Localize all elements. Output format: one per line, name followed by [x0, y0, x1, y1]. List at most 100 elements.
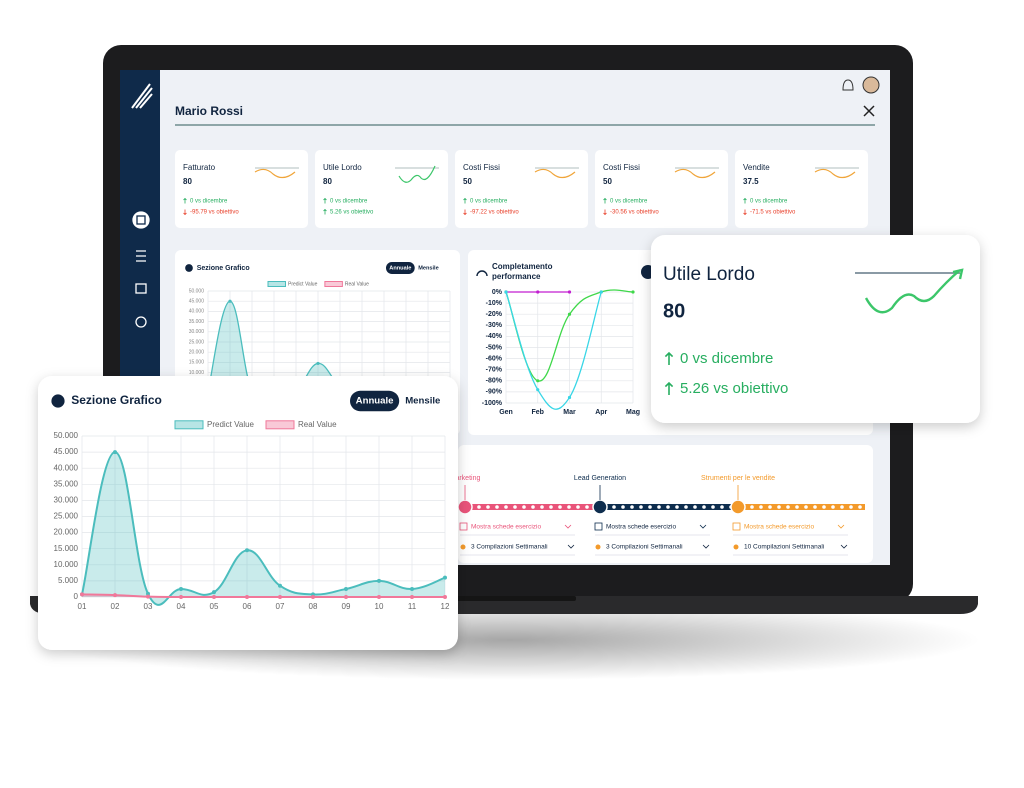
data-point	[443, 575, 447, 580]
sparkline	[674, 168, 716, 179]
timeline-dot	[822, 505, 826, 509]
chevron[interactable]	[702, 544, 710, 549]
edit-icon[interactable]	[459, 522, 468, 531]
data-point	[113, 450, 117, 455]
count-label[interactable]: 3 Compilazioni Settimanali	[471, 544, 548, 551]
chart-title: performance	[492, 272, 541, 281]
data-point	[245, 548, 249, 553]
kpi-delta: 0 vs dicembre	[750, 199, 788, 205]
data-point	[567, 290, 572, 294]
select-label[interactable]: Mostra schede esercizio	[471, 524, 541, 531]
timeline-dot	[540, 505, 544, 509]
timeline-dot	[621, 505, 625, 509]
count-label[interactable]: 3 Compilazioni Settimanali	[606, 544, 683, 551]
arrow-up	[603, 197, 607, 204]
timeline-dot	[750, 505, 754, 509]
kpi-title: Costi Fissi	[463, 163, 500, 172]
arrow-up	[323, 208, 327, 215]
edit-icon[interactable]	[732, 522, 741, 531]
kpi-delta: -97.22 vs obiettivo	[470, 210, 519, 216]
legend-label: Real Value	[345, 281, 369, 287]
y-tick-label: -50%	[486, 344, 503, 351]
select-label[interactable]: Mostra schede esercizio	[606, 524, 676, 531]
toggle-active[interactable]	[350, 390, 400, 412]
avatar[interactable]	[862, 76, 880, 94]
arrow-up	[323, 197, 327, 204]
y-tick-label: -60%	[486, 355, 503, 362]
x-tick-label: 03	[144, 602, 153, 611]
timeline-dot	[558, 505, 562, 509]
kpi-title: Costi Fissi	[603, 163, 640, 172]
toggle-active[interactable]	[386, 262, 415, 274]
arrow-up	[463, 197, 467, 204]
timeline-dot	[666, 505, 670, 509]
toggle-label[interactable]: Annuale	[356, 396, 394, 407]
y-tick-label: 50.000	[189, 288, 205, 294]
kpi-value: 80	[183, 177, 192, 186]
title-icon	[51, 394, 65, 408]
y-tick-label: -100%	[482, 400, 503, 407]
chevron[interactable]	[840, 544, 848, 549]
chevron[interactable]	[567, 544, 575, 549]
timeline-dot	[513, 505, 517, 509]
data-point	[536, 379, 540, 383]
series-line	[505, 291, 602, 410]
timeline-dot	[612, 505, 616, 509]
y-tick-label: -70%	[486, 367, 503, 374]
big-chart: Sezione Grafico Annuale Mensile 0 5.000 10.00…	[51, 390, 450, 611]
timeline-dot	[759, 505, 763, 509]
y-tick-label: 50.000	[54, 431, 79, 440]
y-tick-label: 10.000	[189, 370, 205, 376]
timeline-dot	[675, 505, 679, 509]
kpi-value: 50	[603, 177, 612, 186]
x-tick-label: 11	[408, 602, 417, 611]
sparkline	[254, 168, 296, 179]
timeline-dot	[849, 505, 853, 509]
x-tick-label: 05	[210, 602, 219, 611]
bullet	[595, 544, 601, 550]
y-tick-label: 0	[74, 592, 79, 601]
bullet	[733, 544, 739, 550]
kpi-card	[595, 150, 728, 228]
x-tick-label: Mag	[626, 409, 640, 416]
kpi-row: Fatturato 80 0 vs dicembre -95.79 vs obiett…	[175, 150, 868, 228]
toggle-label[interactable]: Mensile	[418, 265, 439, 271]
timeline-node	[592, 499, 608, 515]
data-point	[567, 312, 572, 316]
arrow-down	[743, 209, 747, 216]
close-icon[interactable]	[863, 105, 875, 117]
select-label[interactable]: Mostra schede esercizio	[744, 524, 814, 531]
x-tick-label: 06	[243, 602, 252, 611]
bell-icon[interactable]	[842, 79, 854, 91]
count-label[interactable]: 10 Compilazioni Settimanali	[744, 544, 824, 551]
timeline-dot	[648, 505, 652, 509]
y-tick-label: -80%	[486, 378, 503, 385]
highlight: Utile Lordo 80 0 vs dicembre 5.26 vs obiett…	[663, 264, 964, 397]
edit-icon[interactable]	[594, 522, 603, 531]
series-line	[81, 593, 445, 599]
x-tick-label: Feb	[532, 409, 544, 416]
y-tick-label: 20.000	[189, 350, 205, 356]
chevron[interactable]	[837, 524, 845, 529]
kpi-delta: 0 vs dicembre	[190, 199, 228, 205]
data-point	[599, 290, 603, 294]
kpi-value: 50	[463, 177, 472, 186]
gauge-icon	[476, 270, 488, 277]
sidebar-icons	[132, 211, 150, 328]
chevron[interactable]	[564, 524, 572, 529]
y-tick-label: 35.000	[54, 479, 79, 488]
toggle-label[interactable]: Annuale	[389, 265, 411, 271]
y-tick-label: 15.000	[189, 360, 205, 366]
chart-title: Completamento	[492, 262, 553, 271]
timeline-dot	[693, 505, 697, 509]
timeline-dot	[504, 505, 508, 509]
sparkline	[534, 168, 576, 179]
timeline-dot	[522, 505, 526, 509]
data-point	[245, 595, 249, 599]
timeline-dot	[531, 505, 535, 509]
chevron[interactable]	[699, 524, 707, 529]
y-tick-label: -40%	[486, 333, 503, 340]
toggle-label[interactable]: Mensile	[405, 396, 440, 407]
y-tick-label: 15.000	[54, 544, 79, 553]
